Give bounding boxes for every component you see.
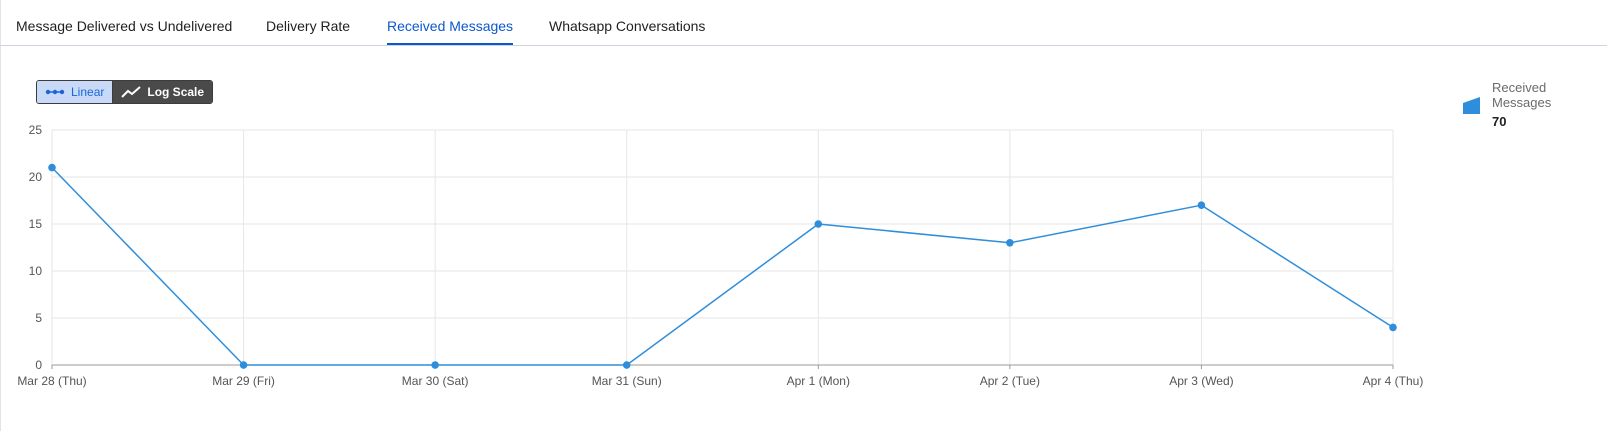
y-tick-label: 5 — [35, 311, 42, 325]
y-tick-label: 25 — [29, 123, 43, 137]
data-point[interactable] — [1197, 201, 1206, 209]
y-tick-label: 0 — [35, 358, 42, 372]
data-point[interactable] — [1006, 239, 1014, 247]
data-point[interactable] — [431, 361, 439, 369]
y-tick-label: 20 — [29, 170, 43, 184]
data-point[interactable] — [48, 163, 56, 172]
legend-area-icon — [1463, 97, 1480, 114]
x-tick-label: Apr 2 (Tue) — [980, 374, 1040, 388]
y-tick-label: 15 — [29, 217, 43, 231]
data-point[interactable] — [239, 361, 248, 369]
log-scale-label: Log Scale — [147, 85, 205, 99]
y-tick-label: 10 — [29, 264, 43, 278]
chart-tabs: Message Delivered vs Undelivered Deliver… — [0, 0, 1607, 46]
linear-scale-label: Linear — [71, 85, 105, 99]
linear-line-icon — [45, 89, 65, 95]
tab-received-messages[interactable]: Received Messages — [387, 16, 514, 45]
x-tick-label: Mar 30 (Sat) — [402, 374, 469, 388]
data-point[interactable] — [814, 220, 823, 228]
data-point[interactable] — [622, 361, 631, 369]
x-tick-label: Apr 3 (Wed) — [1169, 374, 1233, 388]
x-tick-label: Apr 1 (Mon) — [787, 374, 850, 388]
panel-left-border — [0, 0, 1, 431]
scale-toggle: Linear Log Scale — [36, 80, 214, 104]
x-tick-label: Mar 28 (Thu) — [17, 374, 86, 388]
linear-scale-button[interactable]: Linear — [37, 81, 114, 103]
tab-whatsapp-conversations[interactable]: Whatsapp Conversations — [549, 18, 706, 34]
x-tick-label: Mar 31 (Sun) — [592, 374, 662, 388]
series-line — [51, 167, 1394, 366]
legend-series-total: 70 — [1492, 114, 1507, 129]
x-tick-label: Apr 4 (Thu) — [1363, 374, 1424, 388]
log-line-icon — [121, 86, 142, 98]
x-tick-label: Mar 29 (Fri) — [212, 374, 275, 388]
log-scale-button[interactable]: Log Scale — [113, 81, 213, 103]
tab-message-delivered-vs-undelivered[interactable]: Message Delivered vs Undelivered — [16, 18, 233, 34]
tab-delivery-rate[interactable]: Delivery Rate — [266, 18, 351, 34]
legend-series-name: Received Messages — [1492, 80, 1552, 110]
data-point[interactable] — [1389, 323, 1397, 332]
